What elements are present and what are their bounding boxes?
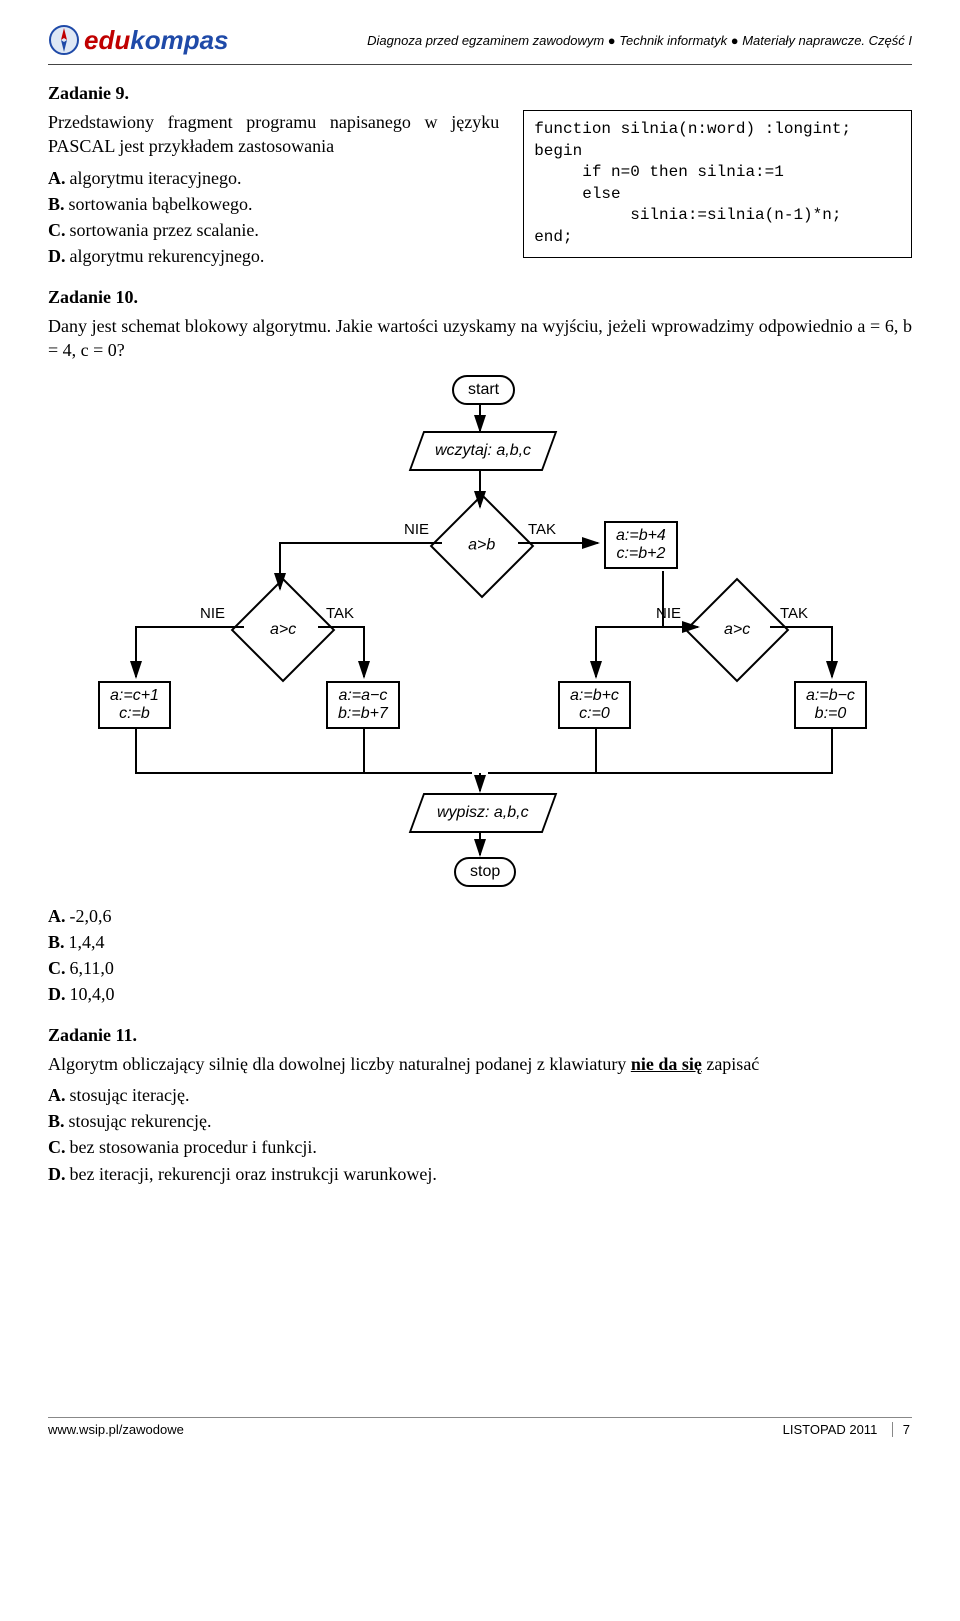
option-b: B.sortowania bąbelkowego. <box>48 191 499 217</box>
page-number: 7 <box>892 1422 912 1437</box>
task-10-options: A.-2,0,6 B.1,4,4 C.6,11,0 D.10,4,0 <box>48 903 912 1007</box>
fc-yes-1: TAK <box>528 521 556 538</box>
task-10-title: Zadanie 10. <box>48 287 912 308</box>
footer-mid: LISTOPAD 2011 <box>783 1422 878 1437</box>
fc-cond-ac-left: a>c <box>231 577 336 682</box>
option-b: B.1,4,4 <box>48 929 912 955</box>
fc-read: wczytaj: a,b,c <box>409 431 558 471</box>
flowchart: start wczytaj: a,b,c a>b NIE TAK a:=b+4 … <box>48 371 912 891</box>
fc-cond-ac-right: a>c <box>685 577 790 682</box>
task-9-options: A.algorytmu iteracyjnego. B.sortowania b… <box>48 165 499 269</box>
option-d: D.10,4,0 <box>48 981 912 1007</box>
divider <box>48 64 912 65</box>
fc-proc-rr: a:=b−c b:=0 <box>794 681 867 729</box>
option-b: B.stosując rekurencję. <box>48 1108 912 1134</box>
header-line: Diagnoza przed egzaminem zawodowym ● Tec… <box>241 33 913 48</box>
fc-proc-top: a:=b+4 c:=b+2 <box>604 521 678 569</box>
fc-proc-ll: a:=c+1 c:=b <box>98 681 171 729</box>
fc-no-2: NIE <box>200 605 225 622</box>
code-box: function silnia(n:word) :longint; begin … <box>523 110 912 258</box>
fc-yes-3: TAK <box>780 605 808 622</box>
fc-start: start <box>452 375 515 405</box>
option-a: A.-2,0,6 <box>48 903 912 929</box>
option-c: C.6,11,0 <box>48 955 912 981</box>
fc-cond-ab: a>b <box>430 493 535 598</box>
task-9-text: Przedstawiony fragment programu napisane… <box>48 110 499 159</box>
fc-yes-2: TAK <box>326 605 354 622</box>
footer-left: www.wsip.pl/zawodowe <box>48 1422 184 1437</box>
fc-stop: stop <box>454 857 516 887</box>
option-c: C.sortowania przez scalanie. <box>48 217 499 243</box>
option-a: A.stosując iterację. <box>48 1082 912 1108</box>
footer: www.wsip.pl/zawodowe LISTOPAD 2011 7 <box>48 1417 912 1437</box>
task-11-title: Zadanie 11. <box>48 1025 912 1046</box>
fc-proc-lr: a:=a−c b:=b+7 <box>326 681 400 729</box>
logo-right: kompas <box>130 25 228 55</box>
compass-icon <box>48 24 80 56</box>
fc-no-1: NIE <box>404 521 429 538</box>
option-d: D.algorytmu rekurencyjnego. <box>48 243 499 269</box>
fc-write: wypisz: a,b,c <box>409 793 558 833</box>
task-11-options: A.stosując iterację. B.stosując rekurenc… <box>48 1082 912 1186</box>
option-c: C.bez stosowania procedur i funkcji. <box>48 1134 912 1160</box>
task-11-text: Algorytm obliczający silnię dla dowolnej… <box>48 1052 912 1076</box>
page-header: edukompas Diagnoza przed egzaminem zawod… <box>48 24 912 56</box>
logo-left: edu <box>84 25 130 55</box>
task-10-text: Dany jest schemat blokowy algorytmu. Jak… <box>48 314 912 363</box>
option-a: A.algorytmu iteracyjnego. <box>48 165 499 191</box>
logo: edukompas <box>48 24 229 56</box>
fc-proc-rl: a:=b+c c:=0 <box>558 681 631 729</box>
task-9-title: Zadanie 9. <box>48 83 912 104</box>
option-d: D.bez iteracji, rekurencji oraz instrukc… <box>48 1161 912 1187</box>
fc-no-3: NIE <box>656 605 681 622</box>
